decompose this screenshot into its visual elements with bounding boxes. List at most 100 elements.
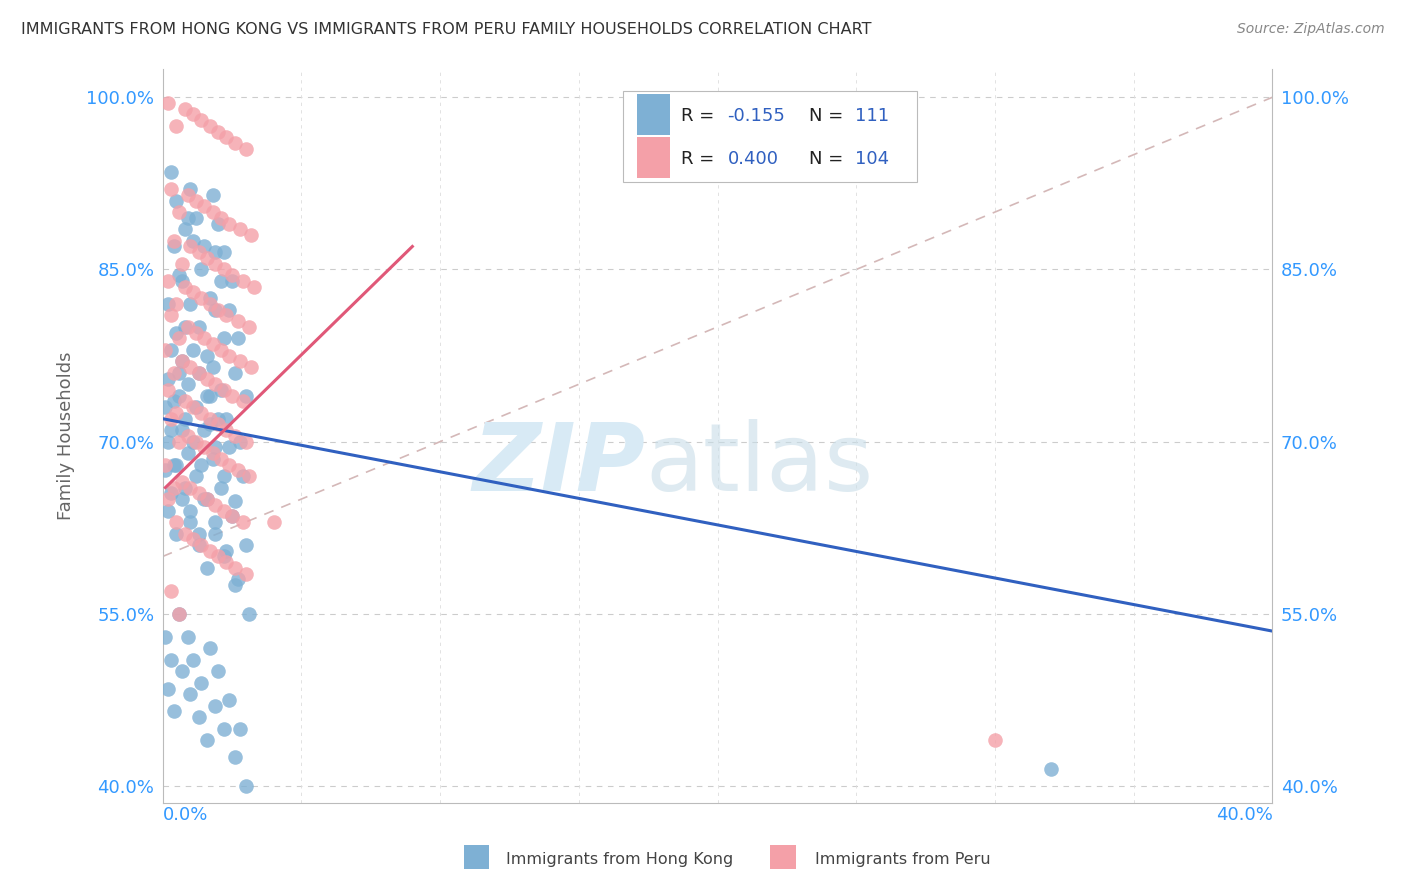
Point [160,583,183,598]
Text: R =: R = [681,107,720,125]
Point [166,326,188,340]
Point [169,607,191,621]
Point [190,291,212,305]
Text: 0.0%: 0.0% [163,805,208,823]
Point [173,394,195,409]
Text: Source: ZipAtlas.com: Source: ZipAtlas.com [1237,22,1385,37]
Point [155,463,177,477]
Point [163,239,186,253]
Point [184,326,207,340]
Point [201,337,224,351]
Point [166,297,188,311]
Point [157,681,180,696]
Point [179,297,201,311]
Text: Immigrants from Peru: Immigrants from Peru [815,852,991,867]
Point [209,481,232,495]
Point [195,251,218,265]
Point [218,441,240,455]
Point [195,349,218,363]
Point [176,187,198,202]
Point [212,383,235,397]
Point [179,503,201,517]
Point [209,343,232,357]
Point [187,710,209,724]
Point [157,274,180,288]
Point [169,366,191,380]
Point [193,331,215,345]
Point [209,383,232,397]
Point [190,538,212,552]
Point [984,733,1007,747]
Point [173,222,195,236]
Point [179,515,201,529]
Point [218,302,240,317]
Point [155,401,177,415]
Point [240,359,263,374]
Point [193,492,215,507]
Point [218,217,240,231]
Point [163,394,186,409]
Point [157,371,180,385]
Point [160,653,183,667]
Point [201,446,224,460]
Point [198,389,221,403]
Bar [464,845,489,869]
Point [207,665,229,679]
Point [221,509,243,524]
Point [243,279,266,293]
Point [157,297,180,311]
Point [157,434,180,449]
Point [232,515,254,529]
Point [169,331,191,345]
Point [209,451,232,466]
Point [235,434,257,449]
Point [176,377,198,392]
Point [176,319,198,334]
Point [207,411,229,425]
Point [229,222,252,236]
Point [198,411,221,425]
Point [155,630,177,644]
Point [187,366,209,380]
Point [190,113,212,128]
Point [224,578,246,592]
Text: 104: 104 [855,151,890,169]
Point [195,492,218,507]
Point [155,458,177,472]
Point [181,401,204,415]
Point [221,274,243,288]
Point [170,492,193,507]
Text: ZIP: ZIP [472,419,645,511]
Point [187,538,209,552]
Point [193,423,215,437]
Point [187,486,209,500]
Point [215,543,238,558]
Point [173,319,195,334]
Point [212,331,235,345]
Point [212,245,235,260]
Point [215,130,238,145]
Bar [637,137,669,178]
Point [190,458,212,472]
Point [166,406,188,420]
Point [187,366,209,380]
Point [207,417,229,432]
Point [218,458,240,472]
Point [238,469,260,483]
Point [224,429,246,443]
Point [169,434,191,449]
Point [166,119,188,133]
Point [160,182,183,196]
Point [204,302,226,317]
Point [212,469,235,483]
Point [163,234,186,248]
Point [181,343,204,357]
Point [193,239,215,253]
Point [198,417,221,432]
Point [235,566,257,581]
Point [232,469,254,483]
Text: -0.155: -0.155 [727,107,786,125]
Point [226,314,249,328]
Point [190,262,212,277]
Point [195,733,218,747]
